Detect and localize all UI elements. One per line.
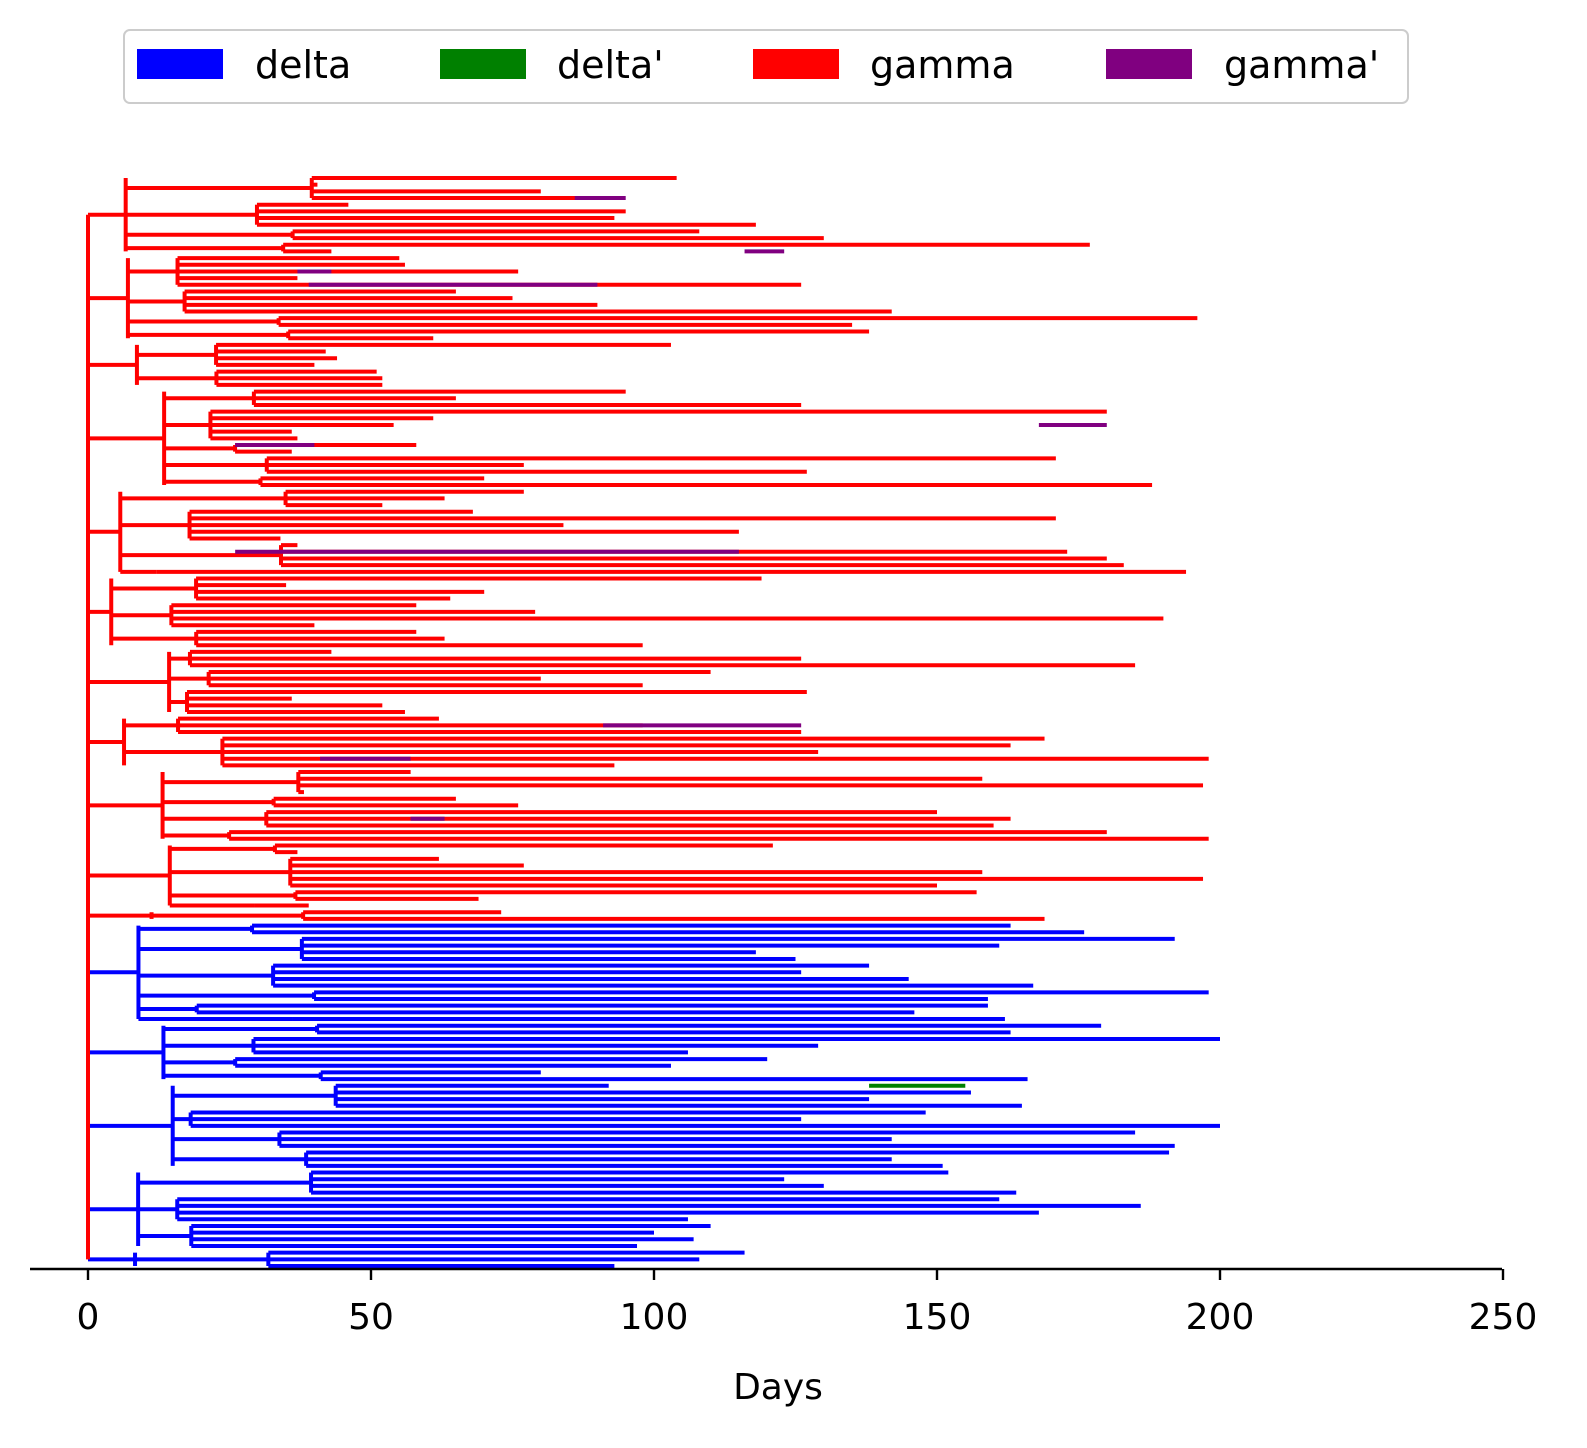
legend: delta delta' gamma gamma' [123,29,1409,104]
legend-swatch-2 [753,49,839,79]
x-tick-label-50: 50 [348,1297,394,1338]
x-tick-label-200: 200 [1186,1297,1255,1338]
legend-label-3: gamma' [1224,43,1379,87]
x-axis: 0 50 100 150 200 250 [30,1267,1538,1338]
tree-branches [86,176,1220,1268]
x-tick-label-100: 100 [620,1297,689,1338]
x-tick-label-0: 0 [77,1297,100,1338]
legend-label-1: delta' [557,43,664,87]
legend-swatch-1 [440,49,526,79]
x-tick-label-250: 250 [1469,1297,1538,1338]
x-axis-label: Days [733,1367,823,1408]
legend-swatch-3 [1106,49,1192,79]
legend-label-0: delta [255,43,351,87]
legend-label-2: gamma [870,43,1015,87]
x-tick-label-150: 150 [903,1297,972,1338]
legend-swatch-0 [137,49,223,79]
